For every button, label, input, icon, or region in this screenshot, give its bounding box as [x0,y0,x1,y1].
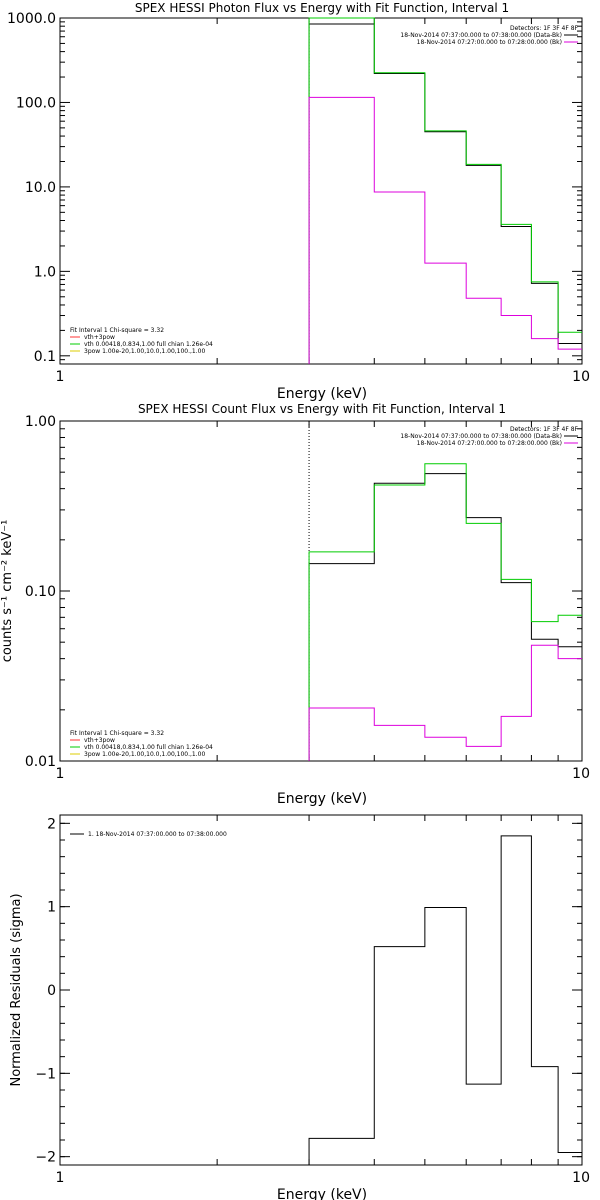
y-tick-label: 0 [47,983,56,999]
photon-flux-panel: SPEX HESSI Photon Flux vs Energy with Fi… [7,1,590,402]
y-tick-label: 0.01 [25,754,56,770]
legend-fit-interval: Fit Interval 1 Chi-square = 3.32 [70,327,164,334]
y-tick-label: −1 [35,1066,56,1082]
x-axis-label: Energy (keV) [277,1187,367,1200]
y-tick-label: 100.0 [16,95,56,111]
y-tick-label: 1 [47,900,56,916]
legend-bottom: Fit Interval 1 Chi-square = 3.32 vth+3po… [70,730,213,758]
legend-top: Detectors: 1F 3F 4F 8F 18-Nov-2014 07:37… [400,25,578,46]
x-tick-label: 1 [56,369,65,385]
data-minus-background-series [308,23,582,364]
x-tick-label: 10 [572,369,590,385]
legend-detectors: Detectors: 1F 3F 4F 8F [510,426,579,433]
y-ticks: 0.01 0.10 1.00 [25,414,582,770]
chart-title: SPEX HESSI Photon Flux vs Energy with Fi… [135,1,509,15]
x-axis-label: Energy (keV) [277,386,367,402]
plot-frame [59,814,583,1166]
y-tick-label: 10.0 [25,180,56,196]
legend-model: vth+3pow [84,334,115,341]
x-axis-label: Energy (keV) [277,791,367,807]
y-axis-label: Normalized Residuals (sigma) [9,893,24,1086]
residuals-series [308,835,582,1165]
legend-data-interval: 18-Nov-2014 07:37:00.000 to 07:38:00.000… [400,32,562,39]
y-tick-label: 0.1 [34,349,56,365]
y-tick-label: −2 [35,1150,56,1166]
legend-vth-params: vth 0.00418,0.834,1.00 full chian 1.26e-… [84,341,213,348]
legend-bk-interval: 18-Nov-2014 07:27:00.000 to 07:28:00.000… [417,440,562,447]
plot-frame [59,17,583,365]
legend-data-interval: 18-Nov-2014 07:37:00.000 to 07:38:00.000… [400,433,562,440]
y-tick-label: 1.0 [34,264,56,280]
x-ticks: 1 10 [56,815,590,1186]
background-series [308,644,582,761]
x-ticks: 1 10 [56,421,590,782]
y-axis-label: counts s⁻¹ cm⁻² keV⁻¹ [0,520,15,663]
legend-top: Detectors: 1F 3F 4F 8F 18-Nov-2014 07:37… [400,426,578,447]
y-ticks: 0.1 1.0 10.0 100.0 1000.0 [7,11,582,365]
legend-bk-interval: 18-Nov-2014 07:27:00.000 to 07:28:00.000… [417,39,562,46]
legend-3pow-params: 3pow 1.00e-20,1.00,10.0,1.00,100.,1.00 [84,751,205,758]
count-flux-panel: SPEX HESSI Count Flux vs Energy with Fit… [0,402,590,807]
legend-vth-params: vth 0.00418,0.834,1.00 full chian 1.26e-… [84,744,213,751]
x-tick-label: 10 [572,766,590,782]
y-tick-label: 2 [47,816,56,832]
legend-fit-interval: Fit Interval 1 Chi-square = 3.32 [70,730,164,737]
background-series [308,96,582,364]
y-ticks: −2 −1 0 1 2 [35,816,582,1166]
legend-model: vth+3pow [84,737,115,744]
legend-detectors: Detectors: 1F 3F 4F 8F [510,25,579,32]
chart-title: SPEX HESSI Count Flux vs Energy with Fit… [138,402,506,416]
fit-function-series [308,17,582,364]
residuals-panel: −2 −1 0 1 2 1 10 1. 18-Nov-2014 07:37:00.000 … [9,814,590,1200]
legend-residuals: 1. 18-Nov-2014 07:37:00.000 to 07:38:00.… [88,831,227,838]
plot-frame [59,420,583,762]
legend-bottom: Fit Interval 1 Chi-square = 3.32 vth+3po… [70,327,213,355]
y-tick-label: 1000.0 [7,11,56,27]
x-tick-label: 1 [56,766,65,782]
fit-function-series [308,463,582,761]
y-tick-label: 0.10 [25,584,56,600]
x-tick-label: 1 [56,1170,65,1186]
x-tick-label: 10 [572,1170,590,1186]
data-minus-background-series [308,473,582,761]
y-tick-label: 1.00 [25,414,56,430]
legend-3pow-params: 3pow 1.00e-20,1.00,10.0,1.00,100.,1.00 [84,348,205,355]
